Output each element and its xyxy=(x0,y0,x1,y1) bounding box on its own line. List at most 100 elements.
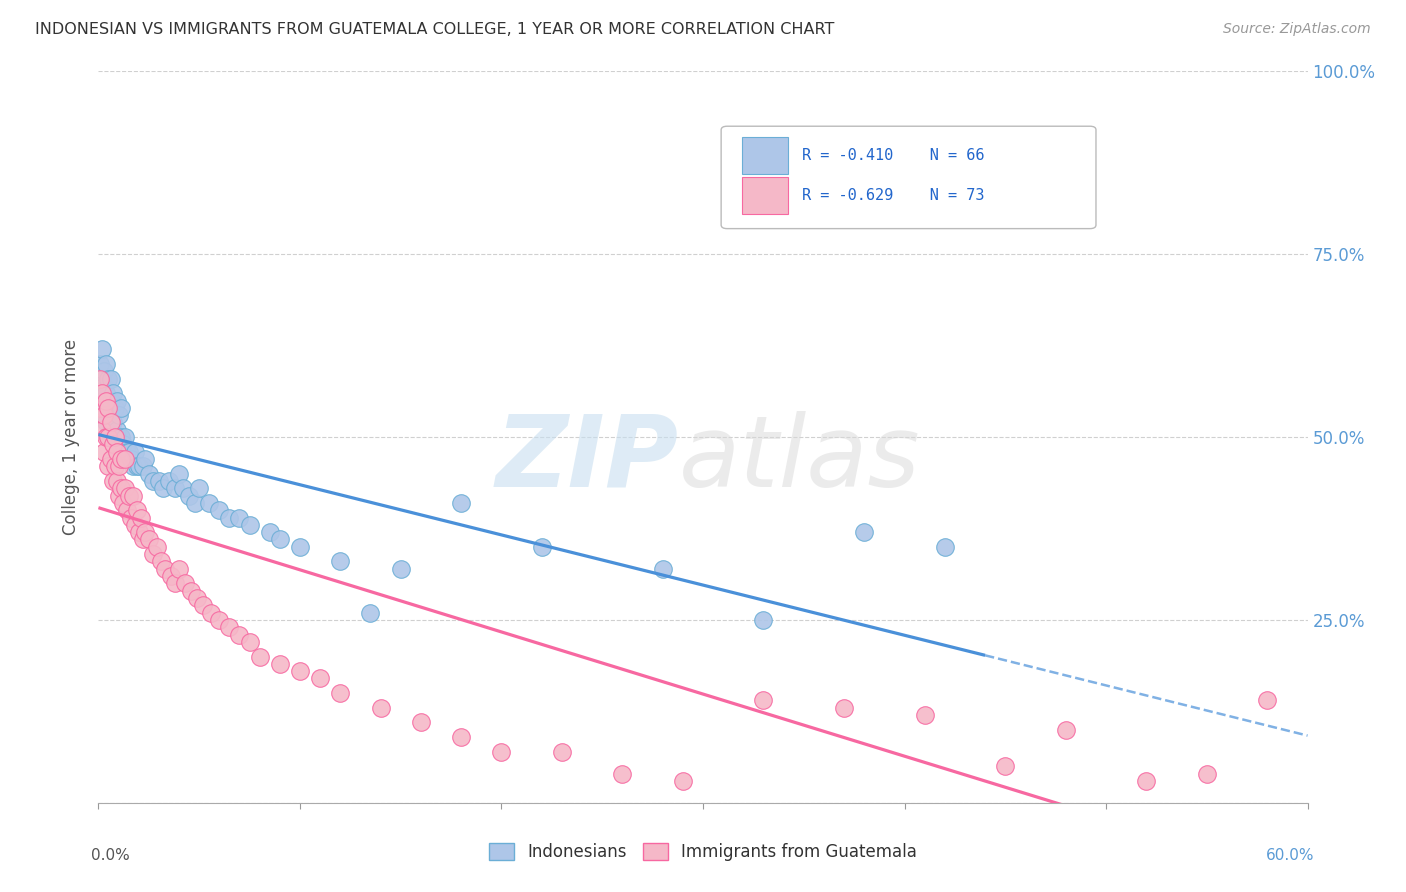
Point xyxy=(105,474,128,488)
Point xyxy=(167,467,190,481)
Point xyxy=(1256,693,1278,707)
Point xyxy=(118,489,141,503)
Point xyxy=(409,715,432,730)
Point xyxy=(167,562,190,576)
Point xyxy=(184,496,207,510)
Point xyxy=(239,517,262,532)
Point xyxy=(93,364,115,378)
Point xyxy=(329,686,352,700)
Point xyxy=(96,393,118,408)
Point xyxy=(97,401,120,415)
Point xyxy=(551,745,574,759)
Point xyxy=(208,613,231,627)
Point xyxy=(125,459,148,474)
Point xyxy=(105,444,128,458)
Point xyxy=(91,386,114,401)
Point xyxy=(142,474,165,488)
Point xyxy=(89,357,111,371)
Point xyxy=(107,459,129,474)
Point xyxy=(288,540,311,554)
Point xyxy=(115,444,138,458)
Point xyxy=(111,496,134,510)
Point xyxy=(228,627,250,641)
Point xyxy=(91,371,114,385)
Point xyxy=(239,635,262,649)
Point xyxy=(612,766,634,780)
Point xyxy=(93,444,115,458)
Text: Source: ZipAtlas.com: Source: ZipAtlas.com xyxy=(1223,22,1371,37)
Point xyxy=(101,416,124,430)
Point xyxy=(97,459,120,474)
Point xyxy=(125,503,148,517)
Point xyxy=(100,416,122,430)
Point xyxy=(249,649,271,664)
Point xyxy=(128,525,150,540)
Point xyxy=(914,708,936,723)
Point xyxy=(530,540,553,554)
Point xyxy=(96,357,118,371)
Point xyxy=(110,452,132,467)
Point xyxy=(651,562,673,576)
Point xyxy=(163,481,186,495)
Point xyxy=(120,510,142,524)
Point xyxy=(672,773,695,788)
Point xyxy=(97,371,120,385)
Point xyxy=(1054,723,1077,737)
Text: R = -0.410    N = 66: R = -0.410 N = 66 xyxy=(803,148,984,163)
Point xyxy=(138,467,160,481)
Point xyxy=(101,386,124,401)
Point xyxy=(93,401,115,415)
Point xyxy=(157,474,180,488)
Point xyxy=(148,474,170,488)
Point xyxy=(114,481,136,495)
Point xyxy=(1135,773,1157,788)
Y-axis label: College, 1 year or more: College, 1 year or more xyxy=(62,339,80,535)
Text: ZIP: ZIP xyxy=(496,410,679,508)
Point xyxy=(200,606,222,620)
Point xyxy=(153,562,176,576)
Point xyxy=(450,730,472,744)
Point xyxy=(129,510,152,524)
Point xyxy=(110,481,132,495)
Text: INDONESIAN VS IMMIGRANTS FROM GUATEMALA COLLEGE, 1 YEAR OR MORE CORRELATION CHAR: INDONESIAN VS IMMIGRANTS FROM GUATEMALA … xyxy=(35,22,835,37)
Point xyxy=(105,393,128,408)
Point xyxy=(103,401,125,415)
Point xyxy=(853,525,876,540)
Point xyxy=(174,576,197,591)
Point xyxy=(103,430,125,444)
Text: 0.0%: 0.0% xyxy=(91,848,131,863)
Point xyxy=(115,503,138,517)
Point xyxy=(128,459,150,474)
Point xyxy=(120,452,142,467)
Point xyxy=(97,430,120,444)
Point xyxy=(134,525,156,540)
Point xyxy=(100,452,122,467)
Point xyxy=(752,693,775,707)
Point xyxy=(218,510,240,524)
Point xyxy=(96,416,118,430)
Point xyxy=(370,700,392,714)
Point xyxy=(124,444,146,458)
Point xyxy=(101,437,124,451)
Point xyxy=(132,459,155,474)
Point xyxy=(97,401,120,415)
Point xyxy=(752,613,775,627)
Point xyxy=(107,437,129,451)
Point xyxy=(228,510,250,524)
Point xyxy=(105,423,128,437)
Point xyxy=(491,745,513,759)
Point xyxy=(89,401,111,415)
Point xyxy=(132,533,155,547)
Bar xyxy=(742,178,787,214)
Point xyxy=(269,657,291,671)
Point xyxy=(96,430,118,444)
Point xyxy=(118,444,141,458)
Point xyxy=(100,423,122,437)
Point xyxy=(160,569,183,583)
Point xyxy=(103,430,125,444)
Point xyxy=(107,408,129,422)
Point xyxy=(152,481,174,495)
Point xyxy=(329,554,352,568)
Point xyxy=(269,533,291,547)
Point xyxy=(218,620,240,634)
